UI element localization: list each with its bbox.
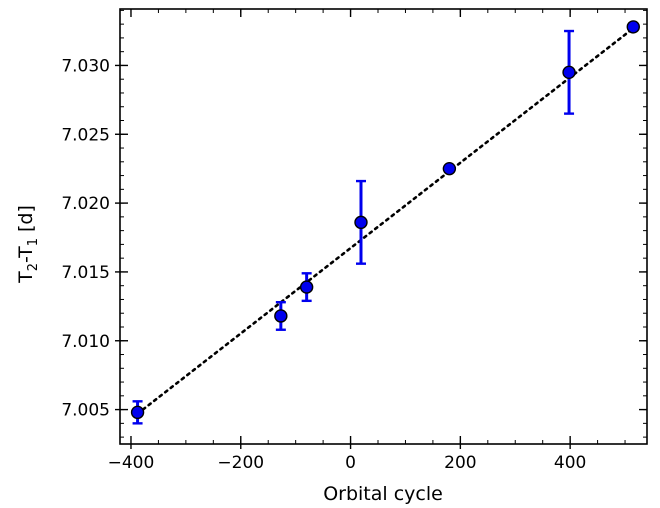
x-tick-label: 0 bbox=[345, 453, 356, 473]
y-tick-label: 7.015 bbox=[61, 263, 110, 283]
y-tick-label: 7.010 bbox=[61, 332, 110, 352]
plot-frame bbox=[119, 8, 648, 445]
y-axis-label: T2-T1 [d] bbox=[15, 205, 41, 284]
major-ticks bbox=[115, 9, 647, 449]
data-point bbox=[442, 161, 457, 176]
data-points bbox=[130, 20, 640, 420]
y-tick-label: 7.030 bbox=[61, 56, 110, 76]
fit-line bbox=[136, 26, 635, 416]
x-tick-labels: −400 −200 0 200 400 bbox=[108, 453, 587, 473]
x-tick-label: −400 bbox=[108, 453, 155, 473]
data-point bbox=[274, 309, 288, 323]
data-point bbox=[562, 65, 576, 80]
y-tick-label: 7.025 bbox=[61, 125, 110, 145]
y-tick-labels: 7.005 7.010 7.015 7.020 7.025 7.030 bbox=[61, 56, 110, 420]
data-point bbox=[299, 280, 314, 294]
data-point bbox=[130, 405, 145, 420]
y-tick-label: 7.020 bbox=[61, 194, 110, 214]
x-tick-label: 400 bbox=[554, 453, 586, 473]
y-tick-label: 7.005 bbox=[61, 401, 110, 421]
x-tick-label: 200 bbox=[444, 453, 476, 473]
data-point bbox=[626, 20, 640, 34]
x-tick-label: −200 bbox=[217, 453, 264, 473]
x-axis-label: Orbital cycle bbox=[323, 483, 443, 505]
data-point bbox=[354, 215, 368, 230]
